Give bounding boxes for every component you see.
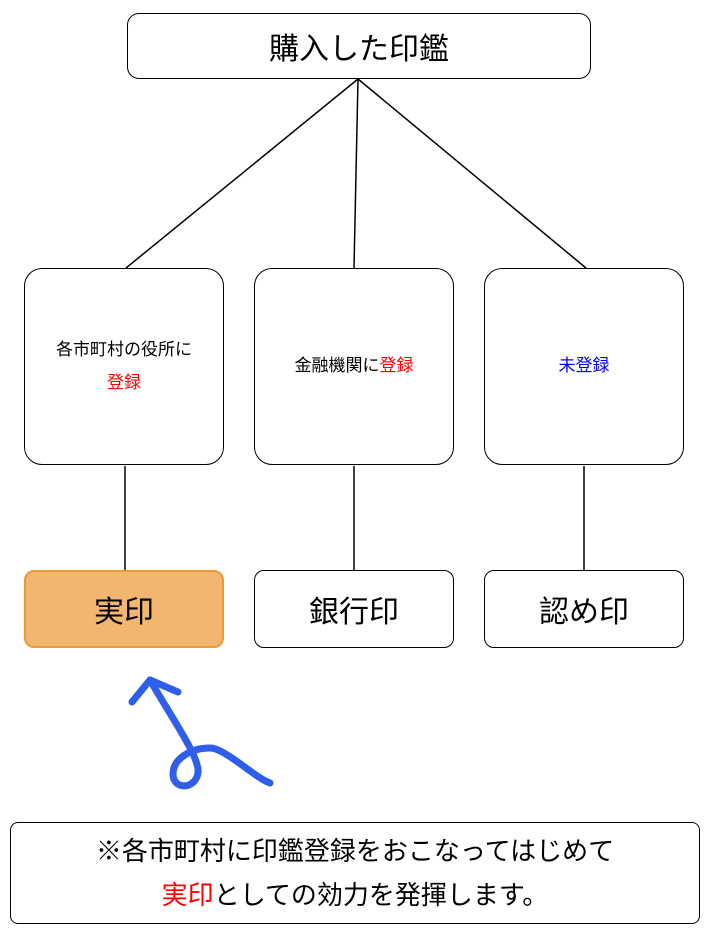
footer-content: ※各市町村に印鑑登録をおこなってはじめて 実印としての効力を発揮します。 bbox=[96, 829, 614, 917]
footer-l2-p0: 実印 bbox=[162, 880, 214, 910]
leaf-node-ginkoin: 銀行印 bbox=[254, 570, 454, 648]
leaf-node-mitomein: 認め印 bbox=[484, 570, 684, 648]
root-label: 購入した印鑑 bbox=[269, 24, 449, 68]
connector-lines bbox=[0, 0, 710, 948]
mid-leaf-edges bbox=[125, 466, 584, 570]
mid1-text-a: 金融機関に bbox=[295, 356, 380, 375]
leaf0-label: 実印 bbox=[94, 587, 154, 631]
leaf-node-jitsuin: 実印 bbox=[24, 570, 224, 648]
leaf1-label: 銀行印 bbox=[309, 587, 399, 631]
footer-note: ※各市町村に印鑑登録をおこなってはじめて 実印としての効力を発揮します。 bbox=[10, 822, 700, 924]
mid-node-financial: 金融機関に登録 bbox=[254, 268, 454, 465]
footer-l1-p0: ※各市町村に印鑑登録をおこなってはじめて bbox=[96, 836, 614, 866]
mid-node-municipal-content: 各市町村の役所に 登録 bbox=[56, 334, 192, 399]
mid-node-unregistered-content: 未登録 bbox=[559, 350, 610, 382]
mid1-text-b: 登録 bbox=[380, 356, 414, 375]
callout-arrow bbox=[132, 680, 270, 786]
mid-node-unregistered: 未登録 bbox=[484, 268, 684, 465]
mid-node-municipal: 各市町村の役所に 登録 bbox=[24, 268, 224, 465]
footer-line1: ※各市町村に印鑑登録をおこなってはじめて bbox=[96, 829, 614, 873]
root-edges bbox=[126, 79, 586, 268]
mid-node-financial-content: 金融機関に登録 bbox=[295, 350, 414, 382]
mid2-line1: 未登録 bbox=[559, 356, 610, 375]
leaf2-label: 認め印 bbox=[539, 587, 629, 631]
footer-line2: 実印としての効力を発揮します。 bbox=[96, 873, 614, 917]
root-node: 購入した印鑑 bbox=[127, 13, 591, 79]
footer-l2-p1: としての効力を発揮します。 bbox=[214, 880, 549, 910]
mid0-line2: 登録 bbox=[107, 373, 141, 392]
mid0-line1: 各市町村の役所に bbox=[56, 340, 192, 359]
